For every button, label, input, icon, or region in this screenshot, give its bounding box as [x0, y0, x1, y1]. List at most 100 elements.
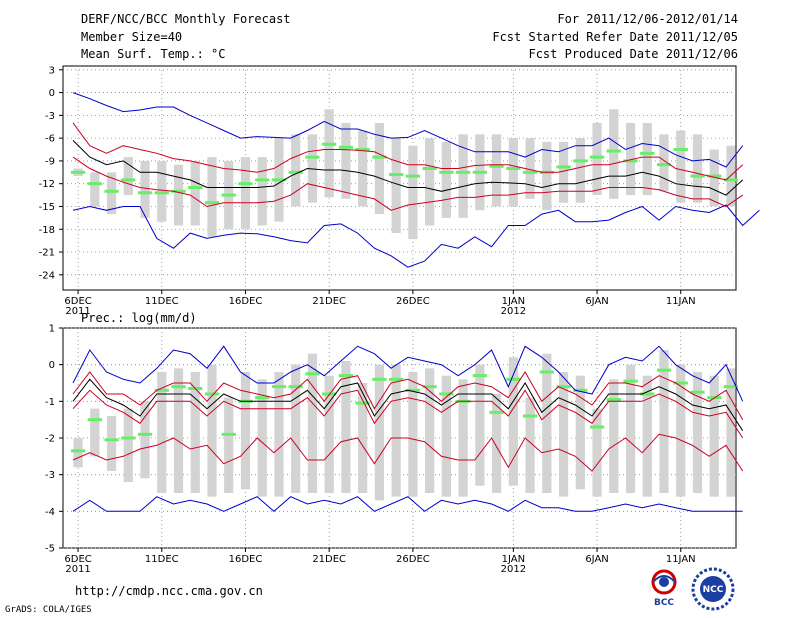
chart1-box	[609, 109, 619, 199]
chart2-median-mark	[472, 374, 487, 378]
chart1-box	[692, 134, 703, 203]
chart1-median-mark	[439, 170, 454, 174]
chart2-median-mark	[87, 418, 102, 422]
chart2-box	[425, 368, 435, 493]
chart2-box	[173, 368, 184, 493]
chart1-ytick-label: -3	[45, 111, 55, 122]
chart1-box	[575, 138, 585, 203]
chart-title: DERF/NCC/BCC Monthly Forecast	[81, 12, 291, 26]
chart1-ytick-label: -9	[45, 156, 55, 167]
chart2-ytick-label: -4	[45, 507, 55, 518]
chart1-box	[374, 122, 385, 215]
chart1-box	[123, 157, 133, 196]
chart2-xtick-label: 16DEC	[229, 554, 263, 565]
chart2-box	[558, 372, 569, 497]
chart1-ytick-label: -15	[39, 202, 55, 213]
chart2-median-mark	[690, 390, 705, 394]
chart2-box	[257, 379, 267, 497]
forecast-period: For 2011/12/06-2012/01/14	[557, 12, 738, 26]
chart1-box	[257, 157, 267, 226]
chart1-median-mark	[489, 164, 504, 168]
chart2-median-mark	[723, 385, 739, 389]
chart2-median-mark	[556, 385, 571, 389]
chart1-median-mark	[154, 191, 169, 195]
chart2-median-mark	[221, 432, 236, 436]
chart1-ytick-label: 3	[49, 65, 55, 76]
chart1-ytick-label: 0	[49, 88, 55, 99]
chart2-median-mark	[171, 385, 186, 389]
chart1-median-mark	[656, 163, 672, 167]
chart2-box	[341, 361, 351, 493]
chart1-median-mark	[188, 185, 203, 189]
chart1-xtick-label: 11JAN	[666, 296, 696, 307]
chart2-box	[458, 379, 468, 497]
chart1-frame	[62, 65, 737, 291]
chart1-box	[676, 130, 686, 203]
chart1-box	[341, 122, 351, 199]
member-size-label: Member Size=40	[81, 30, 183, 44]
chart2-box	[106, 416, 117, 471]
chart1-box	[106, 172, 117, 215]
chart2-xtick-label: 21DEC	[312, 554, 346, 565]
forecast-started-date: Fcst Started Refer Date 2011/12/05	[492, 30, 738, 44]
bcc-logo-label: BCC	[654, 598, 674, 608]
chart1-xtick-label: 11DEC	[145, 296, 179, 307]
chart2-median-mark	[305, 372, 320, 376]
ncc-logo-label: NCC	[703, 585, 724, 595]
chart1-line-max	[72, 92, 744, 168]
chart1-box	[140, 160, 150, 218]
chart2-box	[190, 372, 200, 493]
chart1-box	[291, 134, 301, 207]
chart2-box	[441, 375, 451, 497]
chart2-ytick-label: -5	[45, 544, 55, 555]
chart1-ytick-label: -24	[39, 270, 55, 281]
chart1-box	[441, 141, 451, 218]
chart2-median-mark	[506, 377, 521, 381]
chart1-line-mean	[72, 140, 744, 196]
chart1-median-mark	[673, 148, 688, 152]
chart2-box	[508, 357, 518, 486]
chart1-xtick-label: 21DEC	[312, 296, 346, 307]
chart1-median-mark	[389, 173, 404, 177]
chart1-box	[240, 157, 251, 230]
chart2-median-mark	[154, 388, 169, 392]
chart1-box	[491, 134, 502, 207]
chart2-box	[692, 372, 703, 493]
grads-credit: GrADS: COLA/IGES	[5, 605, 92, 615]
chart1-box	[508, 138, 518, 207]
chart2-median-mark	[489, 410, 504, 414]
forecast-produced-date: Fcst Produced Date 2011/12/06	[528, 47, 738, 61]
chart1-ytick-label: -18	[39, 225, 55, 236]
chart2-median-mark	[589, 425, 605, 429]
chart2-box	[240, 372, 251, 490]
chart2-median-mark	[522, 414, 538, 418]
chart2-median-mark	[288, 385, 303, 389]
chart2-xtick-year: 2011	[65, 564, 90, 575]
chart1-median-mark	[589, 155, 605, 159]
chart2-box	[609, 379, 619, 493]
chart2-xtick-label: 1JAN	[502, 554, 525, 565]
chart1-median-mark	[405, 174, 421, 178]
chart1-xtick-label: 6DEC	[64, 296, 91, 307]
chart1-box	[190, 160, 200, 226]
chart1-line-min	[72, 204, 760, 268]
chart2-xtick-label: 26DEC	[396, 554, 430, 565]
chart2-median-mark	[255, 396, 270, 400]
chart2-line-max	[72, 345, 744, 402]
chart2-xtick-year: 2012	[501, 564, 526, 575]
chart2-line-mean	[72, 378, 744, 431]
chart1-box	[592, 122, 602, 196]
chart2-median-mark	[104, 438, 119, 442]
chart1-xtick-label: 1JAN	[502, 296, 525, 307]
chart2-median-mark	[673, 381, 688, 385]
chart1-median-mark	[522, 170, 538, 174]
chart1-median-mark	[338, 145, 354, 149]
chart2-line-p_upper	[72, 371, 744, 420]
chart1-median-mark	[506, 167, 521, 171]
chart1-median-mark	[87, 182, 102, 186]
chart2-median-mark	[422, 385, 437, 389]
chart1-median-mark	[288, 170, 303, 174]
chart1-median-mark	[221, 193, 236, 197]
chart2-median-mark	[623, 379, 638, 383]
source-url[interactable]: http://cmdp.ncc.cma.gov.cn	[75, 584, 263, 598]
